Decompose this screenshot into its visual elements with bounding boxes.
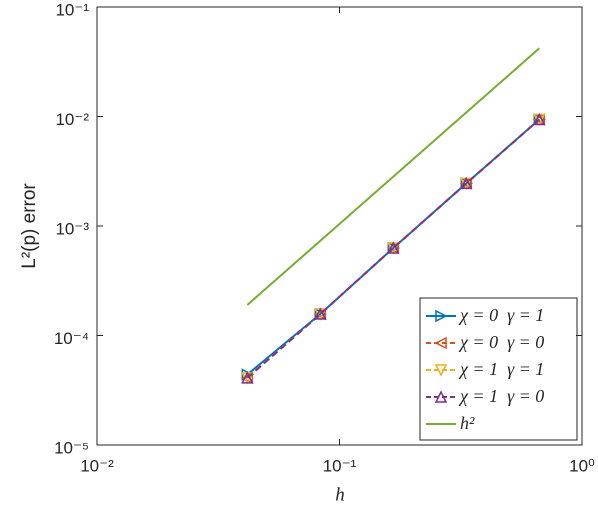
marker bbox=[459, 177, 473, 190]
marker bbox=[386, 241, 400, 255]
x-tick-label: 10⁰ bbox=[569, 456, 595, 475]
y-tick-label: 10⁻⁵ bbox=[54, 438, 89, 457]
y-tick-label: 10⁻³ bbox=[55, 219, 89, 238]
legend-label: χ = 0 γ = 1 bbox=[458, 305, 544, 325]
series-line bbox=[246, 47, 540, 306]
x-tick-label: 10⁻² bbox=[80, 456, 114, 475]
legend-label: χ = 1 γ = 0 bbox=[458, 386, 544, 406]
marker bbox=[460, 176, 473, 190]
y-tick-label: 10⁻⁴ bbox=[54, 329, 89, 348]
legend-marker bbox=[434, 390, 448, 403]
y-axis-label: L²(p) error bbox=[19, 183, 40, 269]
legend-label: χ = 1 γ = 1 bbox=[458, 359, 544, 379]
legend-marker bbox=[434, 364, 448, 377]
marker bbox=[532, 113, 546, 126]
series-line bbox=[246, 118, 540, 379]
x-axis-label: h bbox=[335, 484, 345, 505]
legend-label: χ = 0 γ = 0 bbox=[458, 332, 544, 352]
marker bbox=[314, 307, 327, 320]
marker bbox=[240, 371, 254, 385]
marker bbox=[313, 307, 327, 321]
y-tick-label: 10⁻² bbox=[55, 110, 89, 129]
marker bbox=[533, 112, 546, 126]
x-tick-label: 10⁻¹ bbox=[323, 456, 357, 475]
marker bbox=[241, 371, 254, 384]
legend-marker bbox=[434, 336, 447, 350]
legend-marker bbox=[435, 309, 448, 323]
marker bbox=[387, 241, 400, 254]
legend-label: h² bbox=[460, 413, 475, 433]
y-tick-label: 10⁻¹ bbox=[55, 0, 89, 19]
